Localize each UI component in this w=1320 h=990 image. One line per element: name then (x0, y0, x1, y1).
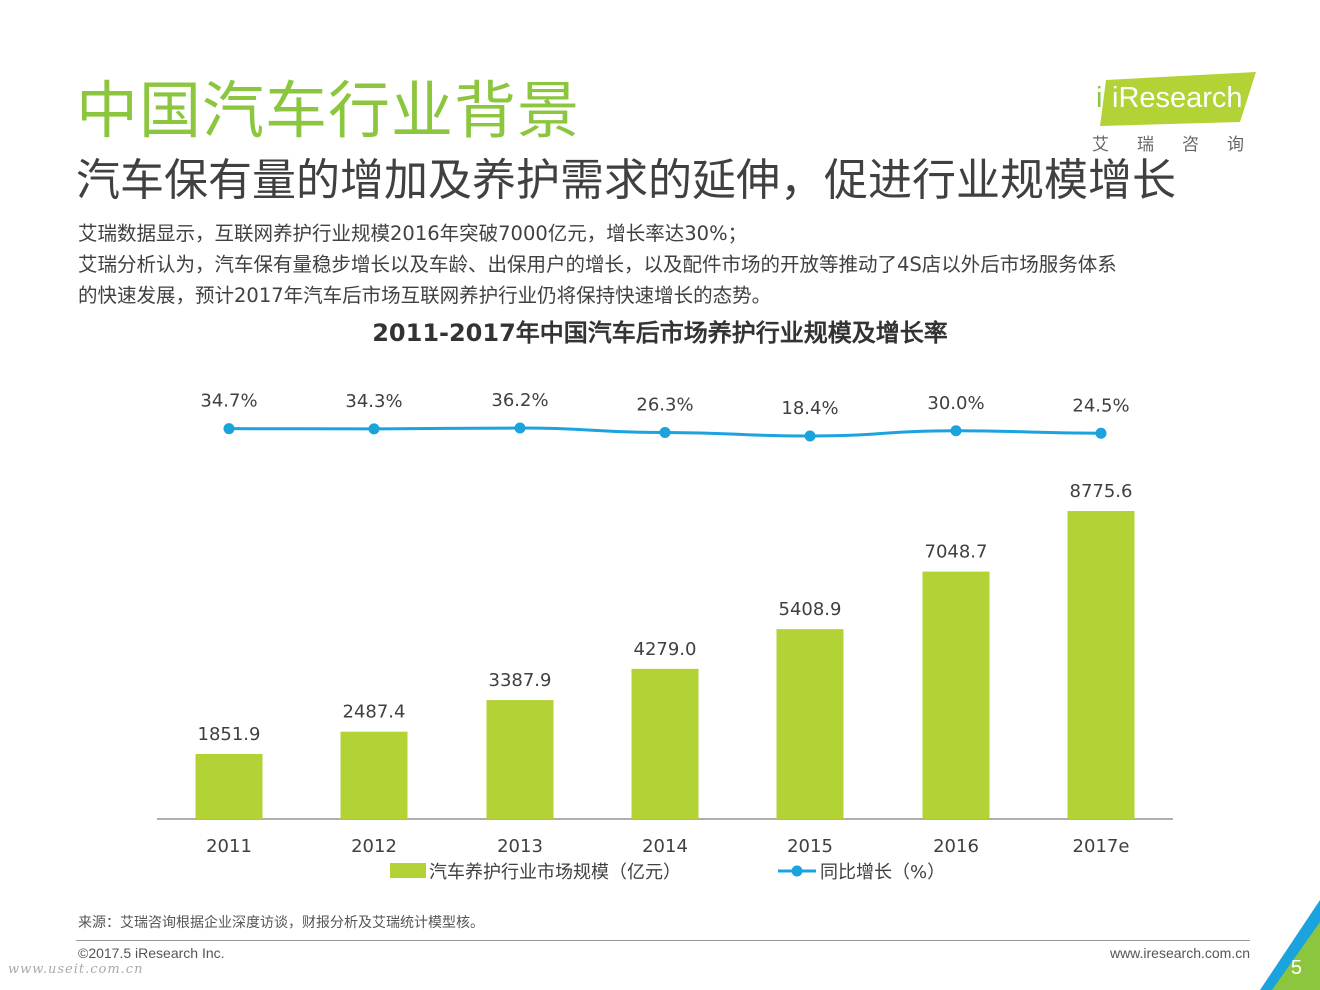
growth-point-2014 (659, 426, 671, 438)
growth-point-2011 (223, 423, 235, 435)
growth-value-label: 30.0% (927, 393, 984, 414)
growth-point-2013 (514, 422, 526, 434)
page-corner-decoration (1260, 900, 1320, 990)
x-tick-label: 2014 (642, 836, 688, 857)
logo-text: iResearch (1112, 82, 1243, 114)
bar-2011 (195, 754, 263, 819)
description-line-1: 艾瑞数据显示，互联网养护行业规模2016年突破7000亿元，增长率达30%； (78, 222, 748, 245)
source-note: 来源：艾瑞咨询根据企业深度访谈，财报分析及艾瑞统计模型核。 (78, 915, 484, 931)
growth-value-label: 18.4% (781, 398, 838, 419)
bar-value-label: 8775.6 (1070, 481, 1133, 502)
x-tick-label: 2012 (351, 836, 397, 857)
growth-value-label: 26.3% (636, 394, 693, 415)
growth-point-2015 (804, 430, 816, 442)
growth-value-label: 36.2% (491, 390, 548, 411)
bar-2014 (631, 668, 699, 819)
growth-point-2012 (368, 423, 380, 435)
legend-bar-label: 汽车养护行业市场规模（亿元） (429, 862, 681, 883)
growth-value-label: 24.5% (1072, 395, 1129, 416)
website-link[interactable]: www.iresearch.com.cn (1109, 945, 1250, 961)
legend-line-marker (791, 865, 803, 877)
copyright-text: ©2017.5 iResearch Inc. (78, 945, 225, 961)
bar-2015 (776, 629, 844, 819)
chart-legend: 汽车养护行业市场规模（亿元） 同比增长（%） (390, 862, 945, 883)
bar-2016 (922, 571, 990, 819)
bar-2017e (1067, 511, 1135, 819)
bar-value-label: 7048.7 (925, 542, 988, 563)
growth-value-label: 34.7% (200, 391, 257, 412)
description-line-2: 艾瑞分析认为，汽车保有量稳步增长以及车龄、出保用户的增长，以及配件市场的开放等推… (78, 253, 1117, 276)
bar-value-label: 3387.9 (489, 670, 552, 691)
bar-value-label: 5408.9 (779, 599, 842, 620)
x-tick-label: 2017e (1073, 836, 1130, 857)
bar-2012 (340, 731, 408, 819)
x-tick-label: 2015 (787, 836, 833, 857)
logo-banner-shape (1100, 72, 1256, 126)
x-tick-label: 2013 (497, 836, 543, 857)
bar-value-label: 1851.9 (198, 724, 261, 745)
footer-divider (76, 940, 1250, 941)
chart-title: 2011-2017年中国汽车后市场养护行业规模及增长率 (372, 319, 948, 347)
iresearch-logo: i iResearch 艾瑞咨询 (1090, 72, 1272, 155)
legend-bar-swatch (390, 863, 426, 878)
x-tick-label: 2016 (933, 836, 979, 857)
logo-chinese-name: 艾瑞咨询 (1092, 135, 1272, 155)
description-block: 艾瑞数据显示，互联网养护行业规模2016年突破7000亿元，增长率达30%； 艾… (78, 218, 1268, 311)
growth-point-2016 (950, 425, 962, 437)
growth-value-label: 34.3% (345, 391, 402, 412)
page-subtitle: 汽车保有量的增加及养护需求的延伸，促进行业规模增长 (76, 155, 1176, 206)
x-tick-label: 2011 (206, 836, 252, 857)
watermark-text: www.useit.com.cn (8, 962, 144, 977)
bar-value-label: 2487.4 (343, 702, 406, 723)
page-title: 中国汽车行业背景 (76, 74, 581, 147)
page-number: 5 (1290, 957, 1302, 979)
bar-value-label: 4279.0 (634, 639, 697, 660)
growth-point-2017e (1095, 427, 1107, 439)
market-size-chart: 2011-2017年中国汽车后市场养护行业规模及增长率 1851.9 2011 24… (157, 319, 1173, 883)
bar-2013 (486, 700, 554, 819)
logo-i-mark: i (1096, 82, 1103, 114)
legend-line-label: 同比增长（%） (820, 862, 945, 883)
description-line-3: 的快速发展，预计2017年汽车后市场互联网养护行业仍将保持快速增长的态势。 (78, 284, 772, 307)
